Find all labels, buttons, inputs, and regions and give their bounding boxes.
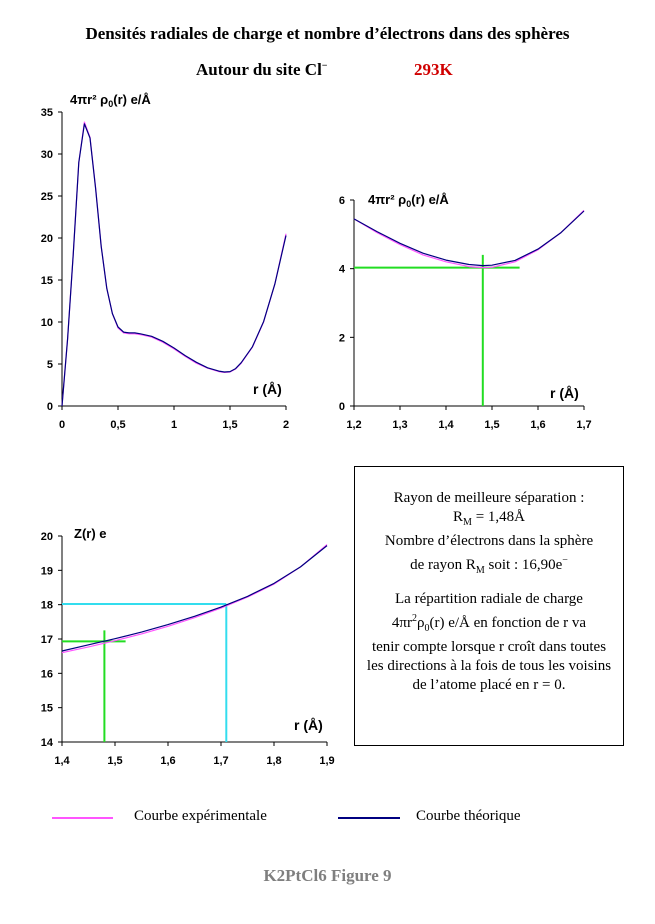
info-desc-2a: 4πr xyxy=(391,615,412,631)
info-desc-1: La répartition radiale de charge xyxy=(395,591,583,607)
y-tick-label: 20 xyxy=(41,531,53,543)
x-tick-label: 1,6 xyxy=(160,755,175,767)
y-tick-label: 35 xyxy=(41,107,53,119)
y-tick-label: 18 xyxy=(41,600,53,612)
x-tick-label: 0 xyxy=(59,419,65,431)
x-tick-label: 1,3 xyxy=(392,419,407,431)
info-line1: Rayon de meilleure séparation : xyxy=(393,490,585,506)
info-radius-charge: − xyxy=(562,555,568,566)
series-experimental xyxy=(61,121,287,407)
chart-density-zoom: 1,2 1,3 1,4 1,5 1,6 1,7 0 2 4 6 4πr² ρ0(r) e/Å r (Å… xyxy=(339,192,592,431)
x-tick-label: 1,8 xyxy=(266,755,281,767)
y-tick-label: 5 xyxy=(47,359,53,371)
figure-footer: K2PtCl6 Figure 9 xyxy=(263,866,392,885)
series-theoretical xyxy=(353,210,585,267)
info-desc-2sub: 0 xyxy=(424,623,430,634)
series-experimental xyxy=(61,544,328,654)
y-tick-label: 0 xyxy=(339,401,345,413)
x-tick-label: 1,5 xyxy=(484,419,499,431)
x-tick-label: 1 xyxy=(171,419,177,431)
temperature-label: 293K xyxy=(414,60,453,79)
x-tick-label: 1,2 xyxy=(346,419,361,431)
figure-subtitle: Autour du site Cl− xyxy=(196,60,328,80)
y-tick-label: 6 xyxy=(339,195,345,207)
info-radius-value: soit : 16,90e xyxy=(484,557,563,573)
chart-zr: 1,4 1,5 1,6 1,7 1,8 1,9 14 15 16 17 18 19 20 Z(r) e r … xyxy=(41,526,335,767)
y-axis-label: Z(r) e xyxy=(74,526,107,541)
legend-experimental-label: Courbe expérimentale xyxy=(134,808,267,824)
subtitle-text: Autour du site Cl xyxy=(196,60,322,79)
info-rm-symbol: R xyxy=(453,509,464,525)
x-tick-label: 1,4 xyxy=(54,755,70,767)
x-tick-label: 1,6 xyxy=(530,419,545,431)
info-box: Rayon de meilleure séparation : RM = 1,4… xyxy=(354,466,624,746)
y-axis-label: 4πr² ρ0(r) e/Å xyxy=(368,192,449,209)
x-tick-label: 1,9 xyxy=(319,755,334,767)
info-desc-2c: (r) e/Å en fonction de r va xyxy=(429,615,587,631)
x-axis-label: r (Å) xyxy=(253,381,282,397)
y-tick-label: 15 xyxy=(41,703,53,715)
x-tick-label: 1,7 xyxy=(213,755,228,767)
y-tick-label: 0 xyxy=(47,401,53,413)
info-desc-2b: ρ xyxy=(416,615,425,631)
y-tick-label: 19 xyxy=(41,565,53,577)
x-tick-label: 2 xyxy=(283,419,289,431)
x-tick-label: 0,5 xyxy=(110,419,125,431)
y-axis-label: 4πr² ρ0(r) e/Å xyxy=(70,92,151,109)
info-rm-value: = 1,48Å xyxy=(471,509,525,525)
y-tick-label: 2 xyxy=(339,332,345,344)
y-tick-label: 4 xyxy=(339,264,346,276)
info-rm-sub: M xyxy=(463,517,472,528)
x-tick-label: 1,5 xyxy=(107,755,122,767)
series-experimental xyxy=(353,209,585,269)
y-tick-label: 20 xyxy=(41,233,53,245)
y-tick-label: 17 xyxy=(41,634,53,646)
x-tick-label: 1,5 xyxy=(222,419,237,431)
y-tick-label: 16 xyxy=(41,668,53,680)
info-radius-sub: M xyxy=(475,565,485,576)
figure-title: Densités radiales de charge et nombre d’… xyxy=(85,24,570,43)
x-axis-label: r (Å) xyxy=(550,385,579,401)
y-tick-label: 10 xyxy=(41,317,53,329)
info-radius-prefix: de rayon R xyxy=(410,557,476,573)
series-theoretical xyxy=(61,545,328,652)
info-electrons-line: Nombre d’électrons dans la sphère xyxy=(384,533,594,549)
subtitle-charge: − xyxy=(321,60,328,72)
legend-theoretical-label: Courbe théorique xyxy=(416,808,521,824)
series-theoretical xyxy=(61,123,287,407)
y-tick-label: 15 xyxy=(41,275,53,287)
info-desc-3: tenir compte lorsque r croît dans toutes… xyxy=(366,639,612,693)
y-tick-label: 14 xyxy=(41,737,54,749)
x-tick-label: 1,7 xyxy=(576,419,591,431)
y-tick-label: 25 xyxy=(41,191,53,203)
y-tick-label: 30 xyxy=(41,149,53,161)
x-axis-label: r (Å) xyxy=(294,717,323,733)
info-desc-2sup: 2 xyxy=(411,613,417,624)
x-tick-label: 1,4 xyxy=(438,419,454,431)
